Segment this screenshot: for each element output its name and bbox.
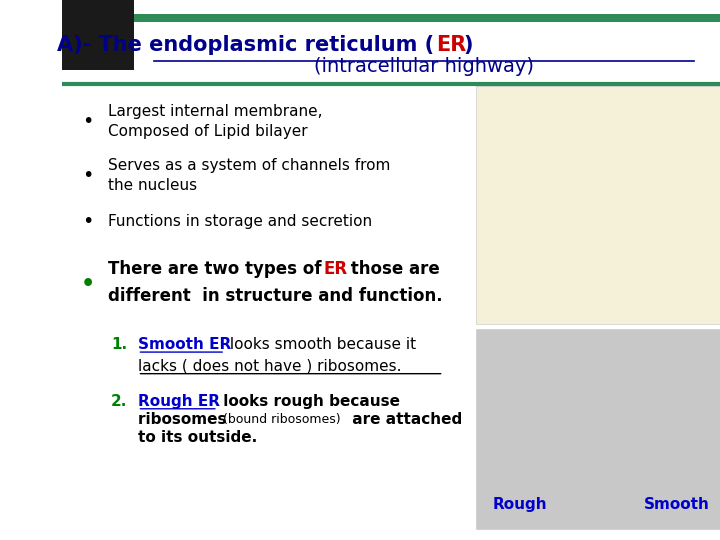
Text: Smooth: Smooth bbox=[644, 497, 710, 512]
Text: •: • bbox=[83, 166, 94, 185]
Text: 2.: 2. bbox=[111, 394, 127, 409]
Text: (bound ribosomes): (bound ribosomes) bbox=[223, 413, 341, 426]
Text: •: • bbox=[83, 112, 94, 131]
Text: Serves as a system of channels from
the nucleus: Serves as a system of channels from the … bbox=[108, 158, 390, 193]
FancyBboxPatch shape bbox=[477, 86, 720, 324]
Text: lacks ( does not have ) ribosomes.: lacks ( does not have ) ribosomes. bbox=[138, 359, 401, 374]
Text: ER: ER bbox=[436, 35, 466, 55]
Text: •: • bbox=[81, 273, 95, 294]
Text: different  in structure and function.: different in structure and function. bbox=[108, 287, 443, 306]
Text: looks rough because: looks rough because bbox=[218, 394, 400, 409]
Text: ribosomes: ribosomes bbox=[138, 412, 231, 427]
Text: 1.: 1. bbox=[111, 337, 127, 352]
FancyBboxPatch shape bbox=[477, 329, 720, 529]
FancyBboxPatch shape bbox=[134, 14, 720, 22]
Text: ER: ER bbox=[324, 260, 348, 279]
Text: •: • bbox=[83, 212, 94, 231]
Text: (intracellular highway): (intracellular highway) bbox=[314, 57, 534, 77]
Text: Largest internal membrane,
Composed of Lipid bilayer: Largest internal membrane, Composed of L… bbox=[108, 104, 323, 139]
Text: There are two types of: There are two types of bbox=[108, 260, 327, 279]
Text: Smooth ER: Smooth ER bbox=[138, 337, 231, 352]
Text: Functions in storage and secretion: Functions in storage and secretion bbox=[108, 214, 372, 229]
Text: those are: those are bbox=[345, 260, 440, 279]
Text: ): ) bbox=[464, 35, 473, 55]
FancyBboxPatch shape bbox=[62, 0, 134, 70]
Text: looks smooth because it: looks smooth because it bbox=[225, 337, 416, 352]
Text: A)- The endoplasmic reticulum (: A)- The endoplasmic reticulum ( bbox=[57, 35, 433, 55]
Text: Rough: Rough bbox=[493, 497, 548, 512]
Text: are attached: are attached bbox=[347, 412, 462, 427]
Text: Rough ER: Rough ER bbox=[138, 394, 220, 409]
Text: to its outside.: to its outside. bbox=[138, 430, 257, 445]
